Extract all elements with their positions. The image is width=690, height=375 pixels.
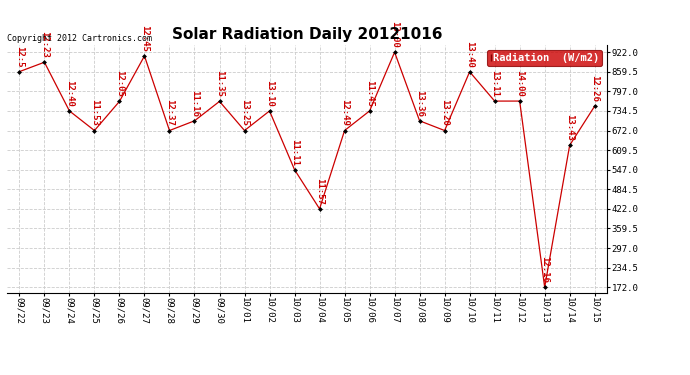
Text: 12:37: 12:37 bbox=[165, 99, 174, 126]
Text: 13:43: 13:43 bbox=[565, 114, 574, 141]
Text: 12:05: 12:05 bbox=[115, 70, 124, 97]
Text: 13:40: 13:40 bbox=[465, 41, 474, 68]
Text: 13:20: 13:20 bbox=[440, 99, 449, 126]
Text: 12:5: 12:5 bbox=[15, 46, 24, 68]
Legend: Radiation  (W/m2): Radiation (W/m2) bbox=[487, 50, 602, 66]
Text: Copyright 2012 Cartronics.com: Copyright 2012 Cartronics.com bbox=[7, 33, 152, 42]
Title: Solar Radiation Daily 20121016: Solar Radiation Daily 20121016 bbox=[172, 27, 442, 42]
Text: 13:11: 13:11 bbox=[490, 70, 499, 97]
Text: 12:16: 12:16 bbox=[540, 256, 549, 283]
Text: 11:53: 11:53 bbox=[90, 99, 99, 126]
Text: 11:11: 11:11 bbox=[290, 139, 299, 165]
Text: 14:00: 14:00 bbox=[515, 70, 524, 97]
Text: 13:00: 13:00 bbox=[390, 21, 399, 48]
Text: 13:36: 13:36 bbox=[415, 90, 424, 117]
Text: 11:57: 11:57 bbox=[315, 178, 324, 205]
Text: 11:35: 11:35 bbox=[215, 70, 224, 97]
Text: 12:26: 12:26 bbox=[590, 75, 599, 102]
Text: 13:25: 13:25 bbox=[240, 99, 249, 126]
Text: 13:10: 13:10 bbox=[265, 80, 274, 107]
Text: 12:49: 12:49 bbox=[340, 99, 349, 126]
Text: 12:23: 12:23 bbox=[40, 31, 49, 58]
Text: 11:16: 11:16 bbox=[190, 90, 199, 117]
Text: 11:45: 11:45 bbox=[365, 80, 374, 107]
Text: 12:45: 12:45 bbox=[140, 25, 149, 52]
Text: 12:40: 12:40 bbox=[65, 80, 74, 107]
